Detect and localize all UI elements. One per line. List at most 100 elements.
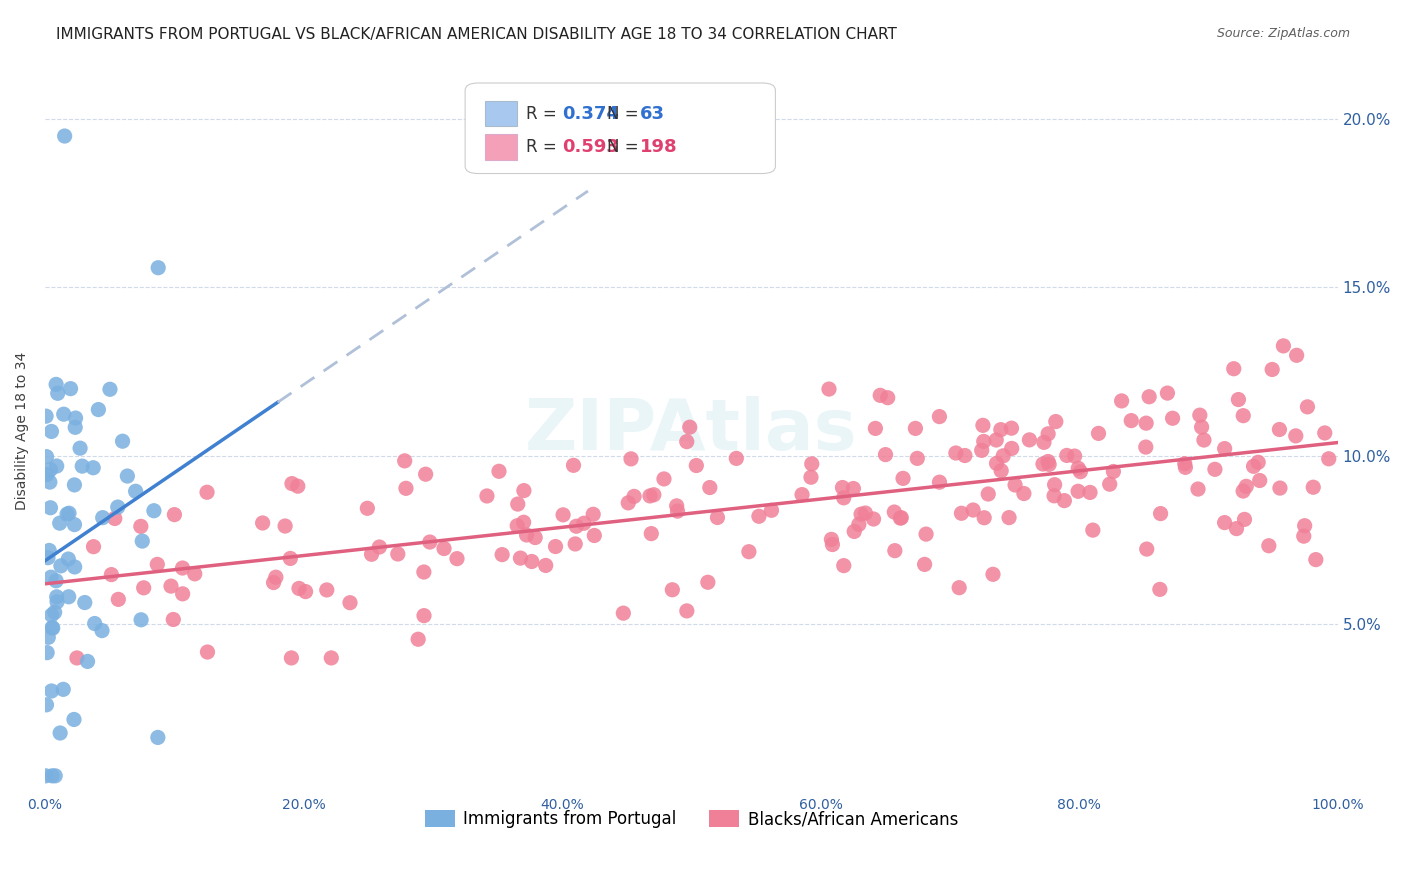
Text: Source: ZipAtlas.com: Source: ZipAtlas.com xyxy=(1216,27,1350,40)
Point xyxy=(1225,522,1247,536)
Point xyxy=(564,537,586,551)
Point xyxy=(1053,493,1076,508)
Point xyxy=(49,558,72,573)
Text: N =: N = xyxy=(607,138,644,156)
Point xyxy=(986,433,1008,447)
Point xyxy=(998,510,1021,524)
Y-axis label: Disability Age 18 to 34: Disability Age 18 to 34 xyxy=(15,351,30,509)
Point xyxy=(142,504,165,518)
Point xyxy=(883,543,905,558)
Point xyxy=(1121,414,1143,428)
FancyBboxPatch shape xyxy=(465,83,775,174)
Point xyxy=(419,535,441,549)
Point xyxy=(35,467,58,482)
Point xyxy=(412,565,434,579)
Point xyxy=(1285,348,1308,362)
Point xyxy=(117,469,139,483)
Point xyxy=(45,574,67,588)
Point xyxy=(1038,458,1060,472)
Point xyxy=(37,631,59,645)
Point xyxy=(544,540,567,554)
Point xyxy=(129,519,152,533)
Point xyxy=(1036,454,1059,468)
Point xyxy=(98,382,121,396)
Point xyxy=(970,443,993,458)
Point xyxy=(1243,459,1265,474)
Point xyxy=(63,713,86,727)
Point xyxy=(91,624,114,638)
Point xyxy=(1192,433,1215,447)
Point xyxy=(1222,361,1244,376)
Point xyxy=(70,459,93,474)
Point xyxy=(1302,480,1324,494)
Point xyxy=(516,528,538,542)
Point xyxy=(973,510,995,524)
Point xyxy=(1156,386,1178,401)
Point xyxy=(131,534,153,549)
Point xyxy=(1272,339,1295,353)
Point xyxy=(506,497,529,511)
Point xyxy=(1187,482,1209,496)
Point xyxy=(1305,552,1327,566)
Text: 63: 63 xyxy=(640,104,665,123)
Point xyxy=(800,457,823,471)
Point xyxy=(76,654,98,668)
Point xyxy=(44,605,66,619)
Point xyxy=(790,487,813,501)
Point xyxy=(278,551,301,566)
Point xyxy=(1069,465,1091,479)
Point xyxy=(572,516,595,531)
Point xyxy=(394,454,416,468)
Point xyxy=(63,560,86,574)
Point xyxy=(46,595,69,609)
Point xyxy=(1213,442,1236,456)
Point xyxy=(287,479,309,493)
Point xyxy=(406,632,429,647)
Text: R =: R = xyxy=(526,104,562,123)
Text: 198: 198 xyxy=(640,138,678,156)
Point xyxy=(69,441,91,455)
Point xyxy=(53,129,76,144)
Point xyxy=(315,582,337,597)
Point xyxy=(35,409,58,424)
Point xyxy=(39,570,62,584)
Point xyxy=(1136,542,1159,557)
Point xyxy=(491,548,513,562)
Text: 0.593: 0.593 xyxy=(562,138,619,156)
Point xyxy=(696,575,718,590)
Point xyxy=(905,451,928,466)
Point xyxy=(356,501,378,516)
Point xyxy=(820,533,842,547)
Point xyxy=(111,434,134,449)
Point xyxy=(1247,455,1270,469)
Point xyxy=(195,485,218,500)
Point xyxy=(52,407,75,421)
Point xyxy=(41,769,63,783)
Point xyxy=(83,540,105,554)
Point xyxy=(52,682,75,697)
Point xyxy=(981,567,1004,582)
Point xyxy=(928,409,950,424)
Point xyxy=(1296,400,1319,414)
Point xyxy=(973,434,995,449)
Point xyxy=(875,448,897,462)
Point xyxy=(738,545,761,559)
Point xyxy=(661,582,683,597)
Point xyxy=(172,587,194,601)
Point xyxy=(748,509,770,524)
Point xyxy=(1135,416,1157,430)
Point xyxy=(1036,426,1059,441)
Point xyxy=(945,446,967,460)
Point xyxy=(45,377,67,392)
Point xyxy=(583,528,606,542)
Point xyxy=(475,489,498,503)
Point xyxy=(1268,422,1291,436)
Point xyxy=(59,382,82,396)
Point xyxy=(855,506,877,520)
Point xyxy=(761,503,783,517)
Point xyxy=(73,596,96,610)
Point xyxy=(1174,460,1197,475)
Point xyxy=(34,769,56,783)
Point xyxy=(294,584,316,599)
Point xyxy=(1098,477,1121,491)
